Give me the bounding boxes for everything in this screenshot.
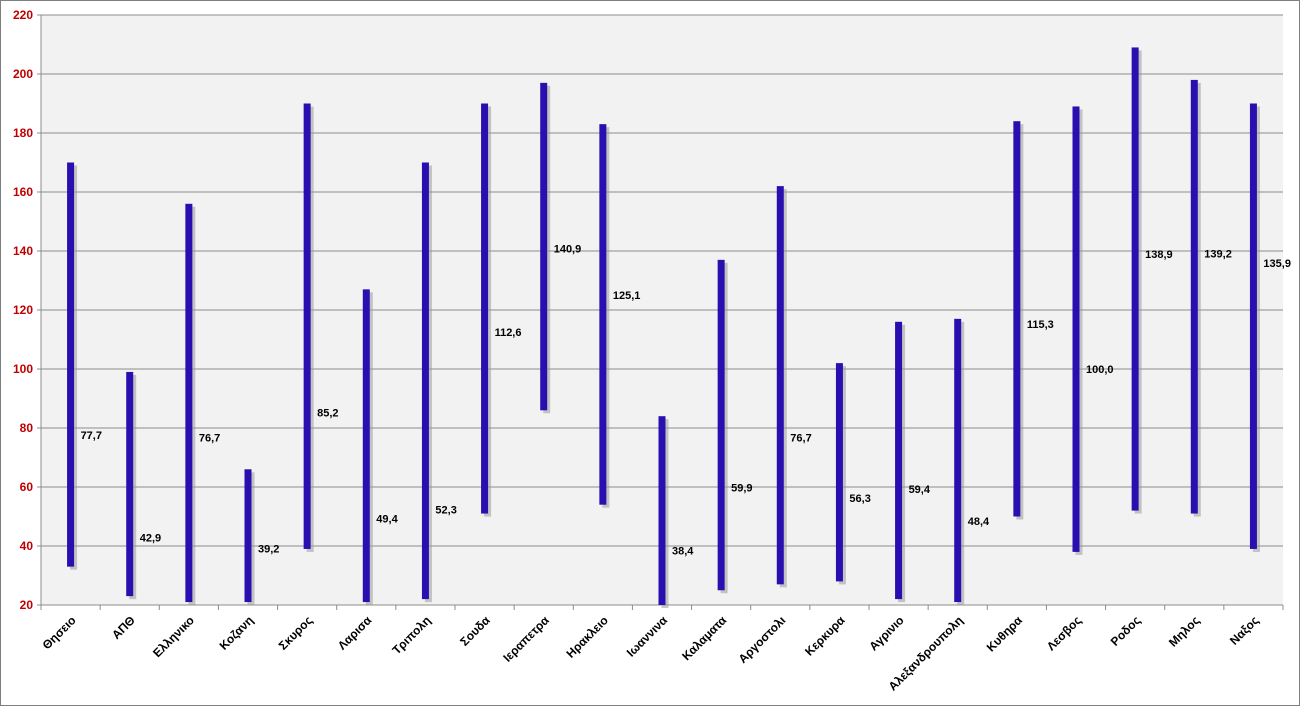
y-tick-label: 20 (20, 598, 34, 612)
range-bar-15 (895, 321, 903, 600)
data-label: 49,4 (376, 513, 398, 525)
data-label: 76,7 (790, 433, 811, 445)
range-bar-19 (1131, 47, 1139, 511)
range-bar-8 (481, 103, 489, 514)
range-bar-20 (1190, 79, 1198, 514)
data-label: 85,2 (317, 408, 338, 420)
range-bar-10 (599, 124, 607, 505)
data-label: 100,0 (1086, 364, 1114, 376)
data-label: 56,3 (849, 493, 870, 505)
data-label: 140,9 (554, 243, 582, 255)
y-tick-label: 80 (20, 421, 34, 435)
data-label: 115,3 (1027, 319, 1054, 331)
data-label: 125,1 (613, 290, 641, 302)
data-label: 112,6 (495, 327, 522, 339)
y-tick-label: 200 (13, 67, 33, 81)
y-tick-label: 60 (20, 480, 34, 494)
y-tick-label: 120 (13, 303, 33, 317)
range-bar-2 (126, 371, 134, 597)
range-bar-5 (303, 103, 311, 549)
range-bar-21 (1249, 103, 1257, 549)
range-bar-3 (185, 203, 193, 603)
y-tick-label: 100 (13, 362, 33, 376)
range-bar-11 (658, 416, 666, 605)
range-bar-14 (835, 363, 843, 582)
y-tick-label: 160 (13, 185, 33, 199)
range-bar-13 (776, 186, 784, 585)
range-bar-1 (67, 162, 75, 567)
data-label: 42,9 (140, 532, 161, 544)
data-label: 48,4 (968, 516, 990, 528)
data-label: 135,9 (1263, 258, 1291, 270)
range-bar-16 (954, 318, 962, 603)
data-label: 77,7 (81, 430, 102, 442)
y-tick-label: 140 (13, 244, 33, 258)
range-bar-4 (244, 469, 252, 603)
data-label: 138,9 (1145, 249, 1173, 261)
range-bar-12 (717, 259, 725, 591)
range-bar-17 (1013, 121, 1021, 517)
data-label: 59,4 (909, 484, 931, 496)
data-label: 139,2 (1204, 248, 1232, 260)
y-tick-label: 40 (20, 539, 34, 553)
y-tick-label: 220 (13, 8, 33, 22)
data-label: 76,7 (199, 433, 220, 445)
range-bar-18 (1072, 106, 1080, 552)
data-label: 39,2 (258, 543, 279, 555)
data-label: 52,3 (435, 505, 456, 517)
y-tick-label: 180 (13, 126, 33, 140)
data-label: 38,4 (672, 546, 694, 558)
range-bar-9 (540, 82, 548, 411)
range-bar-7 (421, 162, 429, 600)
range-bar-6 (362, 289, 370, 603)
data-label: 59,9 (731, 482, 752, 494)
